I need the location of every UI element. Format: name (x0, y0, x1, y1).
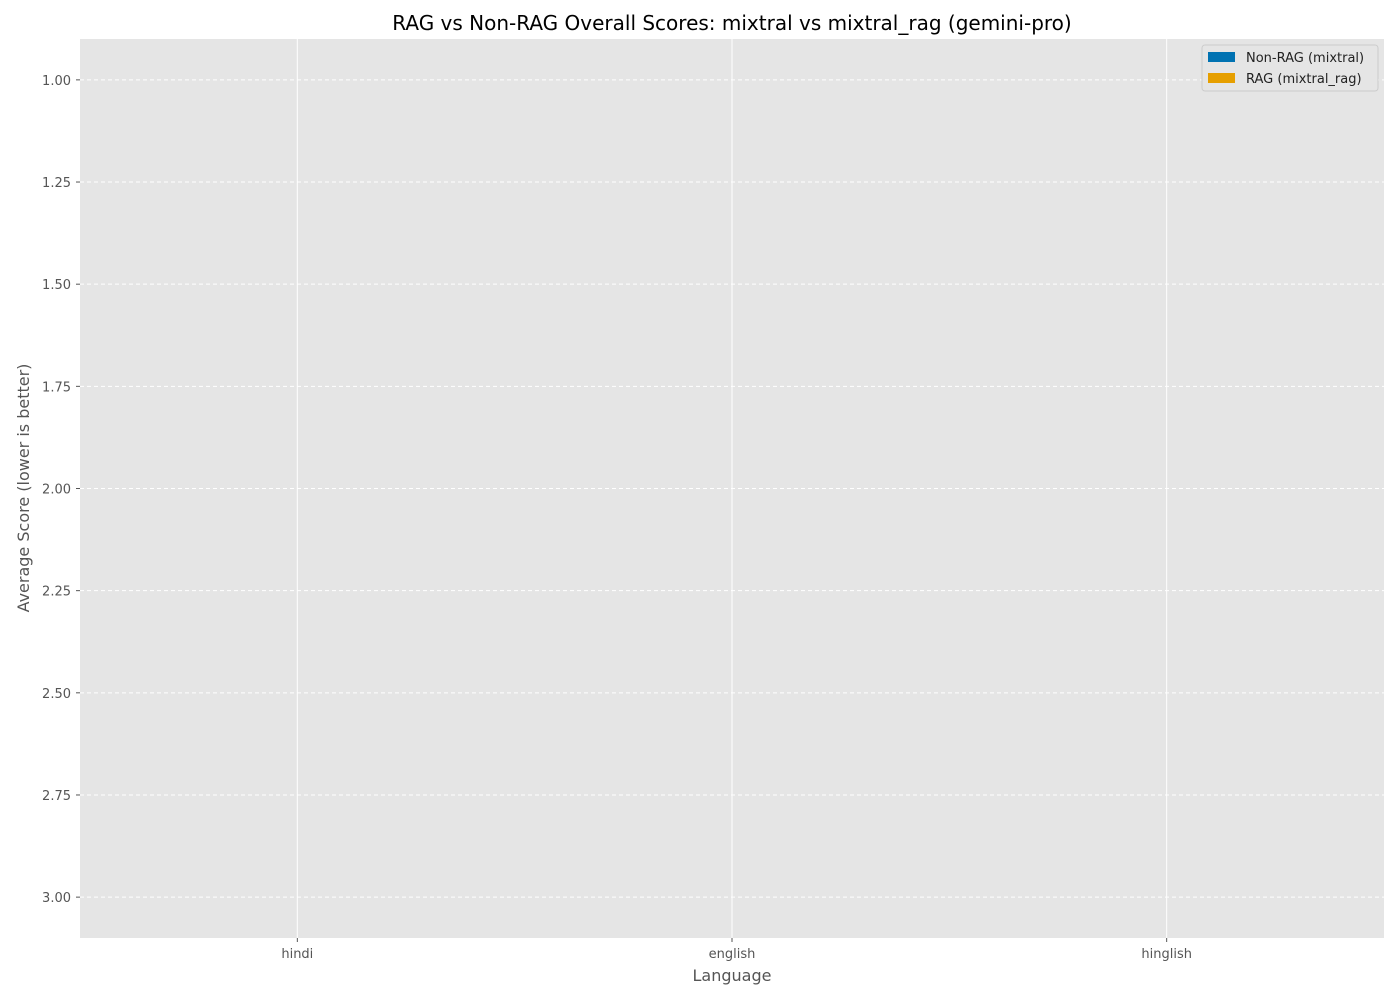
legend-swatch-non-rag (1208, 52, 1235, 62)
y-tick-label: 3.00 (42, 891, 71, 906)
legend-label-non-rag: Non-RAG (mixtral) (1246, 51, 1364, 66)
y-tick-label: 1.50 (42, 278, 71, 293)
legend: Non-RAG (mixtral) RAG (mixtral_rag) (1201, 44, 1379, 92)
y-tick-label: 1.00 (42, 74, 71, 89)
legend-box (1201, 44, 1379, 92)
x-axis-label: Language (693, 966, 772, 985)
y-tick-label: 2.50 (42, 687, 71, 702)
x-axis-ticks: hindi english hinglish (281, 938, 1192, 962)
y-axis-label: Average Score (lower is better) (14, 364, 33, 613)
x-tick-label: hindi (281, 947, 313, 962)
y-axis-ticks: 1.00 1.25 1.50 1.75 2.00 2.25 2.50 2.75 3.00 (42, 74, 80, 906)
y-gridlines (80, 79, 1384, 898)
x-tick-label: english (709, 947, 756, 962)
legend-swatch-rag (1208, 73, 1235, 83)
x-tick-label: hinglish (1141, 947, 1192, 962)
y-tick-label: 1.25 (42, 176, 71, 191)
chart-title: RAG vs Non-RAG Overall Scores: mixtral v… (392, 11, 1071, 35)
y-tick-label: 2.25 (42, 585, 71, 600)
legend-label-rag: RAG (mixtral_rag) (1246, 72, 1362, 87)
y-tick-label: 2.75 (42, 789, 71, 804)
y-tick-label: 2.00 (42, 483, 71, 498)
y-tick-label: 1.75 (42, 380, 71, 395)
